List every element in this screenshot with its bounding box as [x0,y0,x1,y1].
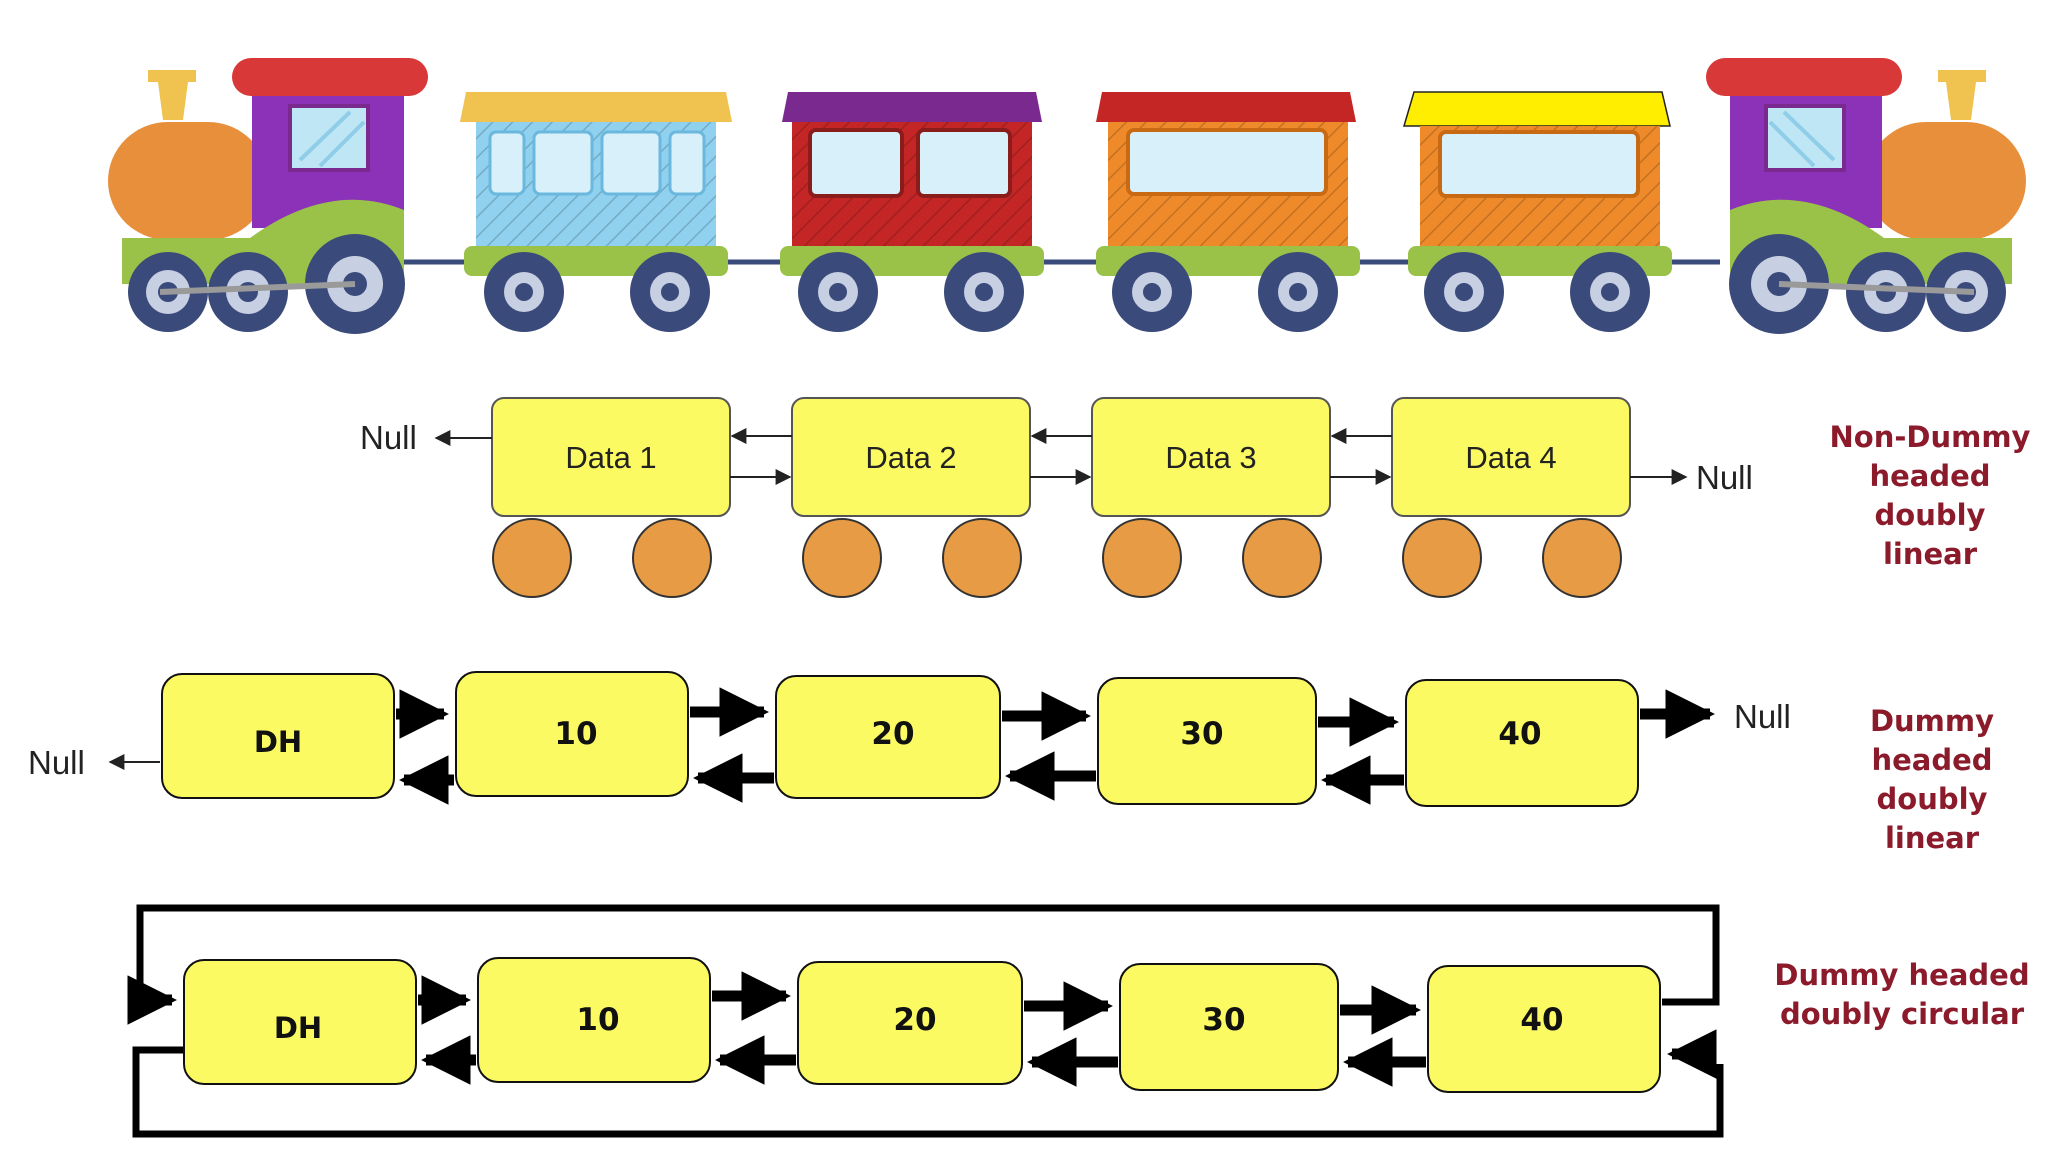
wheels [492,518,1622,598]
node-label: Data 4 [1465,440,1556,475]
locomotive-right [1706,58,2026,334]
links [434,428,1688,485]
node-30: 30 [1097,677,1317,805]
node-label: 30 [1202,1002,1245,1038]
circular-loop [132,904,1724,1138]
caption-line: headed doubly [1871,743,1993,816]
node-40: 40 [1405,679,1639,807]
node-label: 40 [1498,716,1541,752]
node-10: 10 [477,957,711,1083]
null-label-left: Null [360,419,417,456]
coach-3 [1096,92,1360,332]
links [127,971,1717,1087]
dummy-headed-doubly-circular-diagram: DH 10 20 30 40 [127,904,1724,1138]
caption-line: linear [1884,821,1980,855]
node-label: 10 [554,716,597,752]
links [396,687,1715,805]
node-data-4: Data 4 [1391,397,1631,517]
node-label: 20 [893,1002,936,1038]
node-40: 40 [1427,965,1661,1093]
node-label: 10 [576,1002,619,1038]
train-illustration [108,58,2026,334]
node-data-1: Data 1 [491,397,731,517]
null-label-right: Null [1734,698,1791,735]
null-label-right: Null [1696,459,1753,496]
coach-2 [780,92,1044,332]
node-label: DH [274,1011,322,1045]
caption-line: Dummy [1869,704,1995,738]
caption-line: linear [1882,537,1978,571]
coach-1 [460,92,732,332]
node-10: 10 [455,671,689,797]
caption-line: doubly circular [1779,997,2025,1031]
node-30: 30 [1119,963,1339,1091]
caption-line: Non-Dummy [1829,420,2031,454]
dummy-headed-doubly-linear-diagram: DH 10 20 30 40 Null [28,671,1791,807]
non-dummy-doubly-linear-diagram: Data 1 Data 2 Data 3 Data 4 Null Null [360,397,1753,598]
node-label: DH [254,725,302,759]
node-label: 40 [1520,1002,1563,1038]
caption-line: headed doubly [1869,459,1991,532]
caption-line: Dummy headed [1774,958,2030,992]
node-label: 20 [871,716,914,752]
node-label: Data 1 [565,440,656,475]
node-20: 20 [775,675,1001,799]
node-dh: DH [161,673,395,799]
node-label: Data 2 [865,440,956,475]
node-dh: DH [183,959,417,1085]
null-label-left: Null [28,744,85,781]
caption-non-dummy-doubly-linear: Non-Dummy headed doubly linear [1810,418,2050,574]
caption-dummy-headed-doubly-circular: Dummy headed doubly circular [1762,956,2042,1034]
locomotive-left [108,58,428,334]
caption-dummy-headed-doubly-linear: Dummy headed doubly linear [1812,702,2052,858]
node-label: Data 3 [1165,440,1256,475]
node-label: 30 [1180,716,1223,752]
node-20: 20 [797,961,1023,1085]
coach-4 [1402,91,1672,332]
node-data-2: Data 2 [791,397,1031,517]
node-data-3: Data 3 [1091,397,1331,517]
